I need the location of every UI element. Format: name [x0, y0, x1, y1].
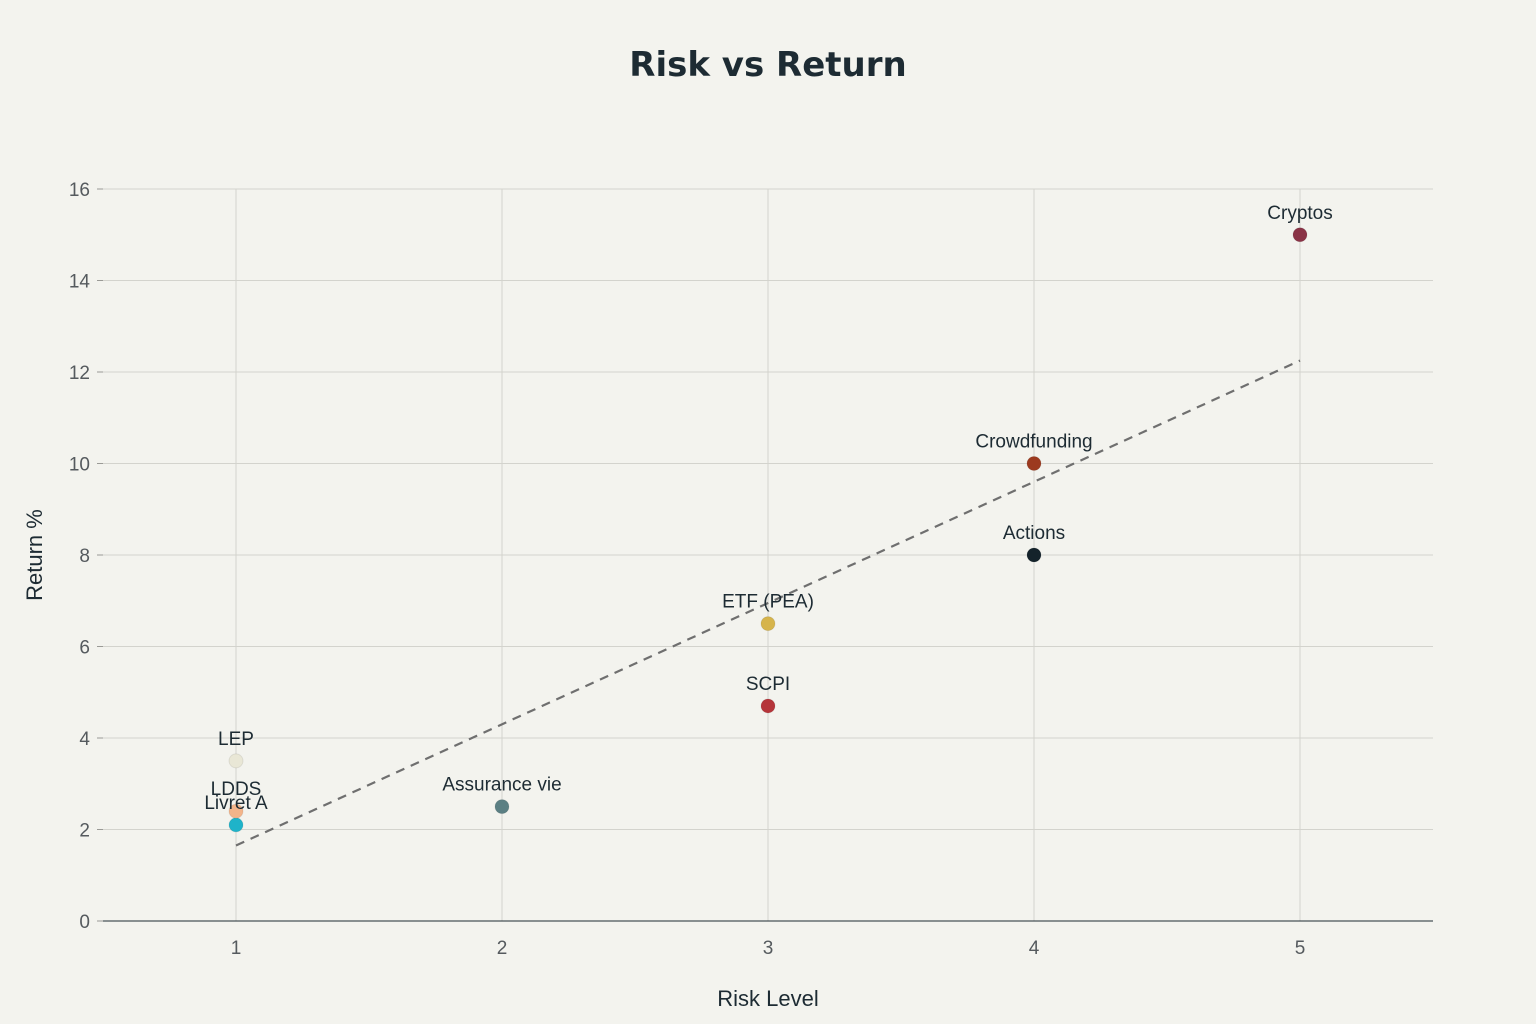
- point-scpi: [760, 698, 776, 714]
- point-ldds: [228, 803, 244, 819]
- trend-line: [235, 359, 1301, 847]
- point-label-cryptos: Cryptos: [1267, 203, 1332, 224]
- point-label-lep: LEP: [218, 729, 254, 750]
- point-label-livret-a: Livret A: [204, 793, 268, 814]
- point-label-ldds: LDDS: [211, 779, 262, 800]
- point-label-etf-pea: ETF (PEA): [722, 592, 814, 613]
- y-tick-label: 8: [79, 546, 90, 567]
- point-label-assurance-vie: Assurance vie: [442, 775, 561, 796]
- point-livret-a: [228, 817, 244, 833]
- y-tick-label: 2: [79, 821, 90, 842]
- x-tick-label: 5: [1295, 938, 1306, 959]
- y-tick-label: 6: [79, 638, 90, 659]
- x-tick-label: 1: [231, 938, 242, 959]
- points-layer: [228, 227, 1308, 833]
- x-tick-label: 4: [1029, 938, 1040, 959]
- grid-layer: [103, 188, 1433, 921]
- point-assurance-vie: [494, 799, 510, 815]
- point-label-crowdfunding: Crowdfunding: [975, 432, 1092, 453]
- y-axis-title: Return %: [22, 509, 47, 601]
- trendline-layer: [235, 359, 1301, 847]
- y-tick-label: 0: [79, 912, 90, 933]
- x-tick-label: 2: [497, 938, 508, 959]
- point-label-actions: Actions: [1003, 523, 1065, 544]
- point-cryptos: [1292, 227, 1308, 243]
- y-tick-label: 4: [79, 729, 90, 750]
- point-etf-pea: [760, 616, 776, 632]
- point-actions: [1026, 547, 1042, 563]
- y-tick-label: 10: [69, 455, 90, 476]
- y-tick-label: 16: [69, 180, 90, 201]
- y-tick-label: 14: [69, 272, 91, 293]
- x-axis-title: Risk Level: [717, 986, 818, 1011]
- point-label-scpi: SCPI: [746, 674, 790, 695]
- x-tick-label: 3: [763, 938, 774, 959]
- point-crowdfunding: [1026, 456, 1042, 471]
- point-lep: [228, 753, 244, 769]
- chart-title: Risk vs Return: [629, 45, 906, 85]
- y-tick-label: 12: [69, 363, 90, 384]
